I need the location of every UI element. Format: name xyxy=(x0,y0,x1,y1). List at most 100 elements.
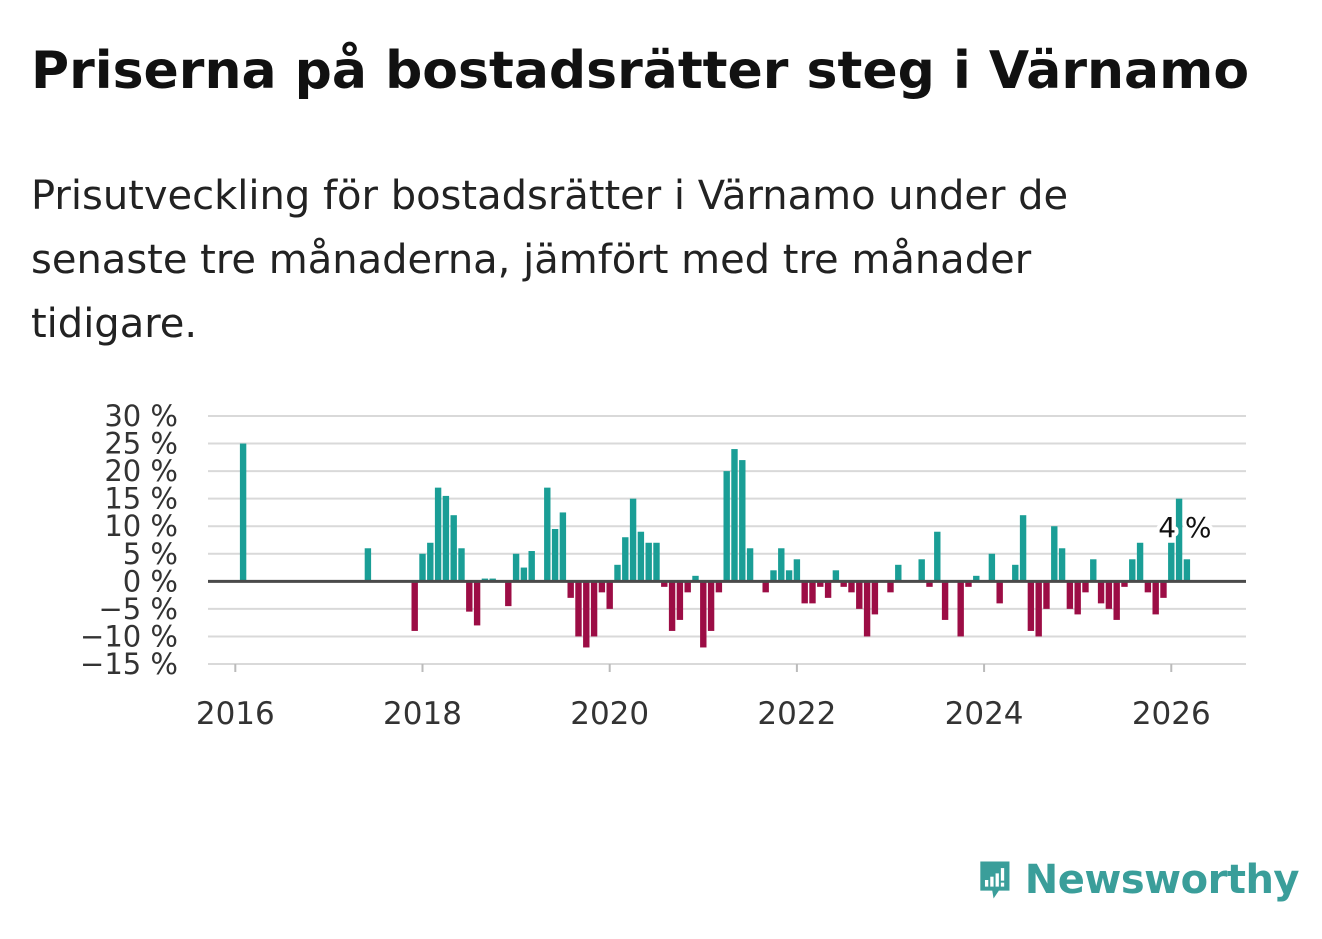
bar xyxy=(411,581,418,631)
bar xyxy=(1152,581,1159,615)
bar xyxy=(684,581,691,593)
bar xyxy=(770,570,777,582)
bar xyxy=(466,581,473,612)
x-tick-label: 2026 xyxy=(1132,696,1211,732)
bar xyxy=(551,528,559,582)
bar xyxy=(707,581,715,631)
bar xyxy=(442,495,450,582)
y-tick-label: −5 % xyxy=(98,592,178,626)
bar xyxy=(645,542,652,582)
bar xyxy=(1027,581,1035,631)
bar xyxy=(1019,515,1027,582)
bar xyxy=(512,553,520,582)
bar xyxy=(840,581,847,587)
bar xyxy=(590,581,598,637)
bar xyxy=(1074,581,1081,615)
bar xyxy=(957,581,964,637)
bar xyxy=(239,443,247,582)
bar xyxy=(1175,498,1183,582)
bar xyxy=(1066,581,1074,609)
bar xyxy=(1012,564,1019,582)
bar xyxy=(1121,581,1128,587)
newsworthy-logo: Newsworthy xyxy=(979,850,1300,910)
y-tick-label: 30 % xyxy=(104,399,178,433)
bar xyxy=(801,581,808,604)
bar xyxy=(856,581,863,609)
bar xyxy=(520,567,528,582)
newsworthy-logo-icon xyxy=(980,861,1010,899)
bar xyxy=(1160,581,1167,598)
chart-subtitle: Prisutveckling för bostadsrätter i Värna… xyxy=(31,173,1069,347)
annotation-halo: 4 % xyxy=(1158,511,1211,544)
x-tick-label: 2022 xyxy=(757,696,836,732)
bar xyxy=(817,581,824,587)
bar xyxy=(598,581,606,593)
bar xyxy=(528,551,535,582)
bar xyxy=(1051,526,1058,582)
bar xyxy=(809,581,816,604)
bar xyxy=(941,581,949,620)
bar xyxy=(661,581,668,587)
y-tick-label: 20 % xyxy=(104,454,178,488)
y-tick-label: 5 % xyxy=(123,537,178,571)
bar xyxy=(785,570,793,582)
bar xyxy=(505,581,512,607)
bar xyxy=(1058,548,1066,582)
bar xyxy=(450,515,457,582)
bar xyxy=(1097,581,1105,604)
bar xyxy=(965,581,972,587)
bar xyxy=(871,581,879,615)
bar xyxy=(606,581,613,609)
bar xyxy=(1136,542,1144,582)
brand-name: Newsworthy xyxy=(1024,857,1300,903)
bar xyxy=(1113,581,1120,620)
bar xyxy=(1043,581,1050,609)
bar xyxy=(848,581,855,593)
x-axis-ticks: 2016 2018 2020 2022 2024 2026 xyxy=(196,664,1211,732)
bar xyxy=(567,581,574,598)
bar xyxy=(364,548,372,582)
bar xyxy=(887,581,894,593)
bar xyxy=(762,581,769,593)
y-tick-label: 10 % xyxy=(104,509,178,543)
x-tick-label: 2018 xyxy=(383,696,462,732)
y-tick-label: −10 % xyxy=(80,619,178,653)
annotation-label: 4 % xyxy=(1158,511,1211,544)
bar xyxy=(731,449,738,582)
bar xyxy=(934,531,941,582)
y-tick-label: 25 % xyxy=(104,427,178,461)
bar xyxy=(583,581,590,648)
bar xyxy=(1183,559,1191,582)
bar xyxy=(1082,581,1089,593)
bar xyxy=(1129,559,1136,582)
bar xyxy=(653,542,660,582)
x-tick-label: 2016 xyxy=(196,696,275,732)
bar xyxy=(427,542,434,582)
bar xyxy=(715,581,723,593)
y-axis-ticks: 30 %25 %20 %15 %10 %5 %0 %−5 %−10 %−15 % xyxy=(80,399,178,681)
bar xyxy=(988,553,996,582)
bar xyxy=(700,581,707,648)
bar xyxy=(544,487,551,582)
bar xyxy=(1144,581,1152,593)
x-tick-label: 2020 xyxy=(570,696,649,732)
bar xyxy=(723,471,730,582)
y-tick-label: 15 % xyxy=(104,482,178,516)
bar xyxy=(1105,581,1113,609)
bar xyxy=(637,531,645,582)
annotation: 4 %4 % xyxy=(1154,507,1215,548)
chart-title: Priserna på bostadsrätter steg i Värnamo xyxy=(31,41,1250,101)
bar xyxy=(973,575,980,582)
bar xyxy=(676,581,684,620)
bar xyxy=(793,559,801,582)
bar xyxy=(473,581,481,626)
bar xyxy=(832,570,840,582)
bar xyxy=(434,487,442,582)
bars xyxy=(239,443,1191,648)
bar xyxy=(863,581,871,637)
bar xyxy=(918,559,925,582)
bar xyxy=(1035,581,1042,637)
bar xyxy=(1168,542,1175,582)
bar xyxy=(895,564,902,582)
